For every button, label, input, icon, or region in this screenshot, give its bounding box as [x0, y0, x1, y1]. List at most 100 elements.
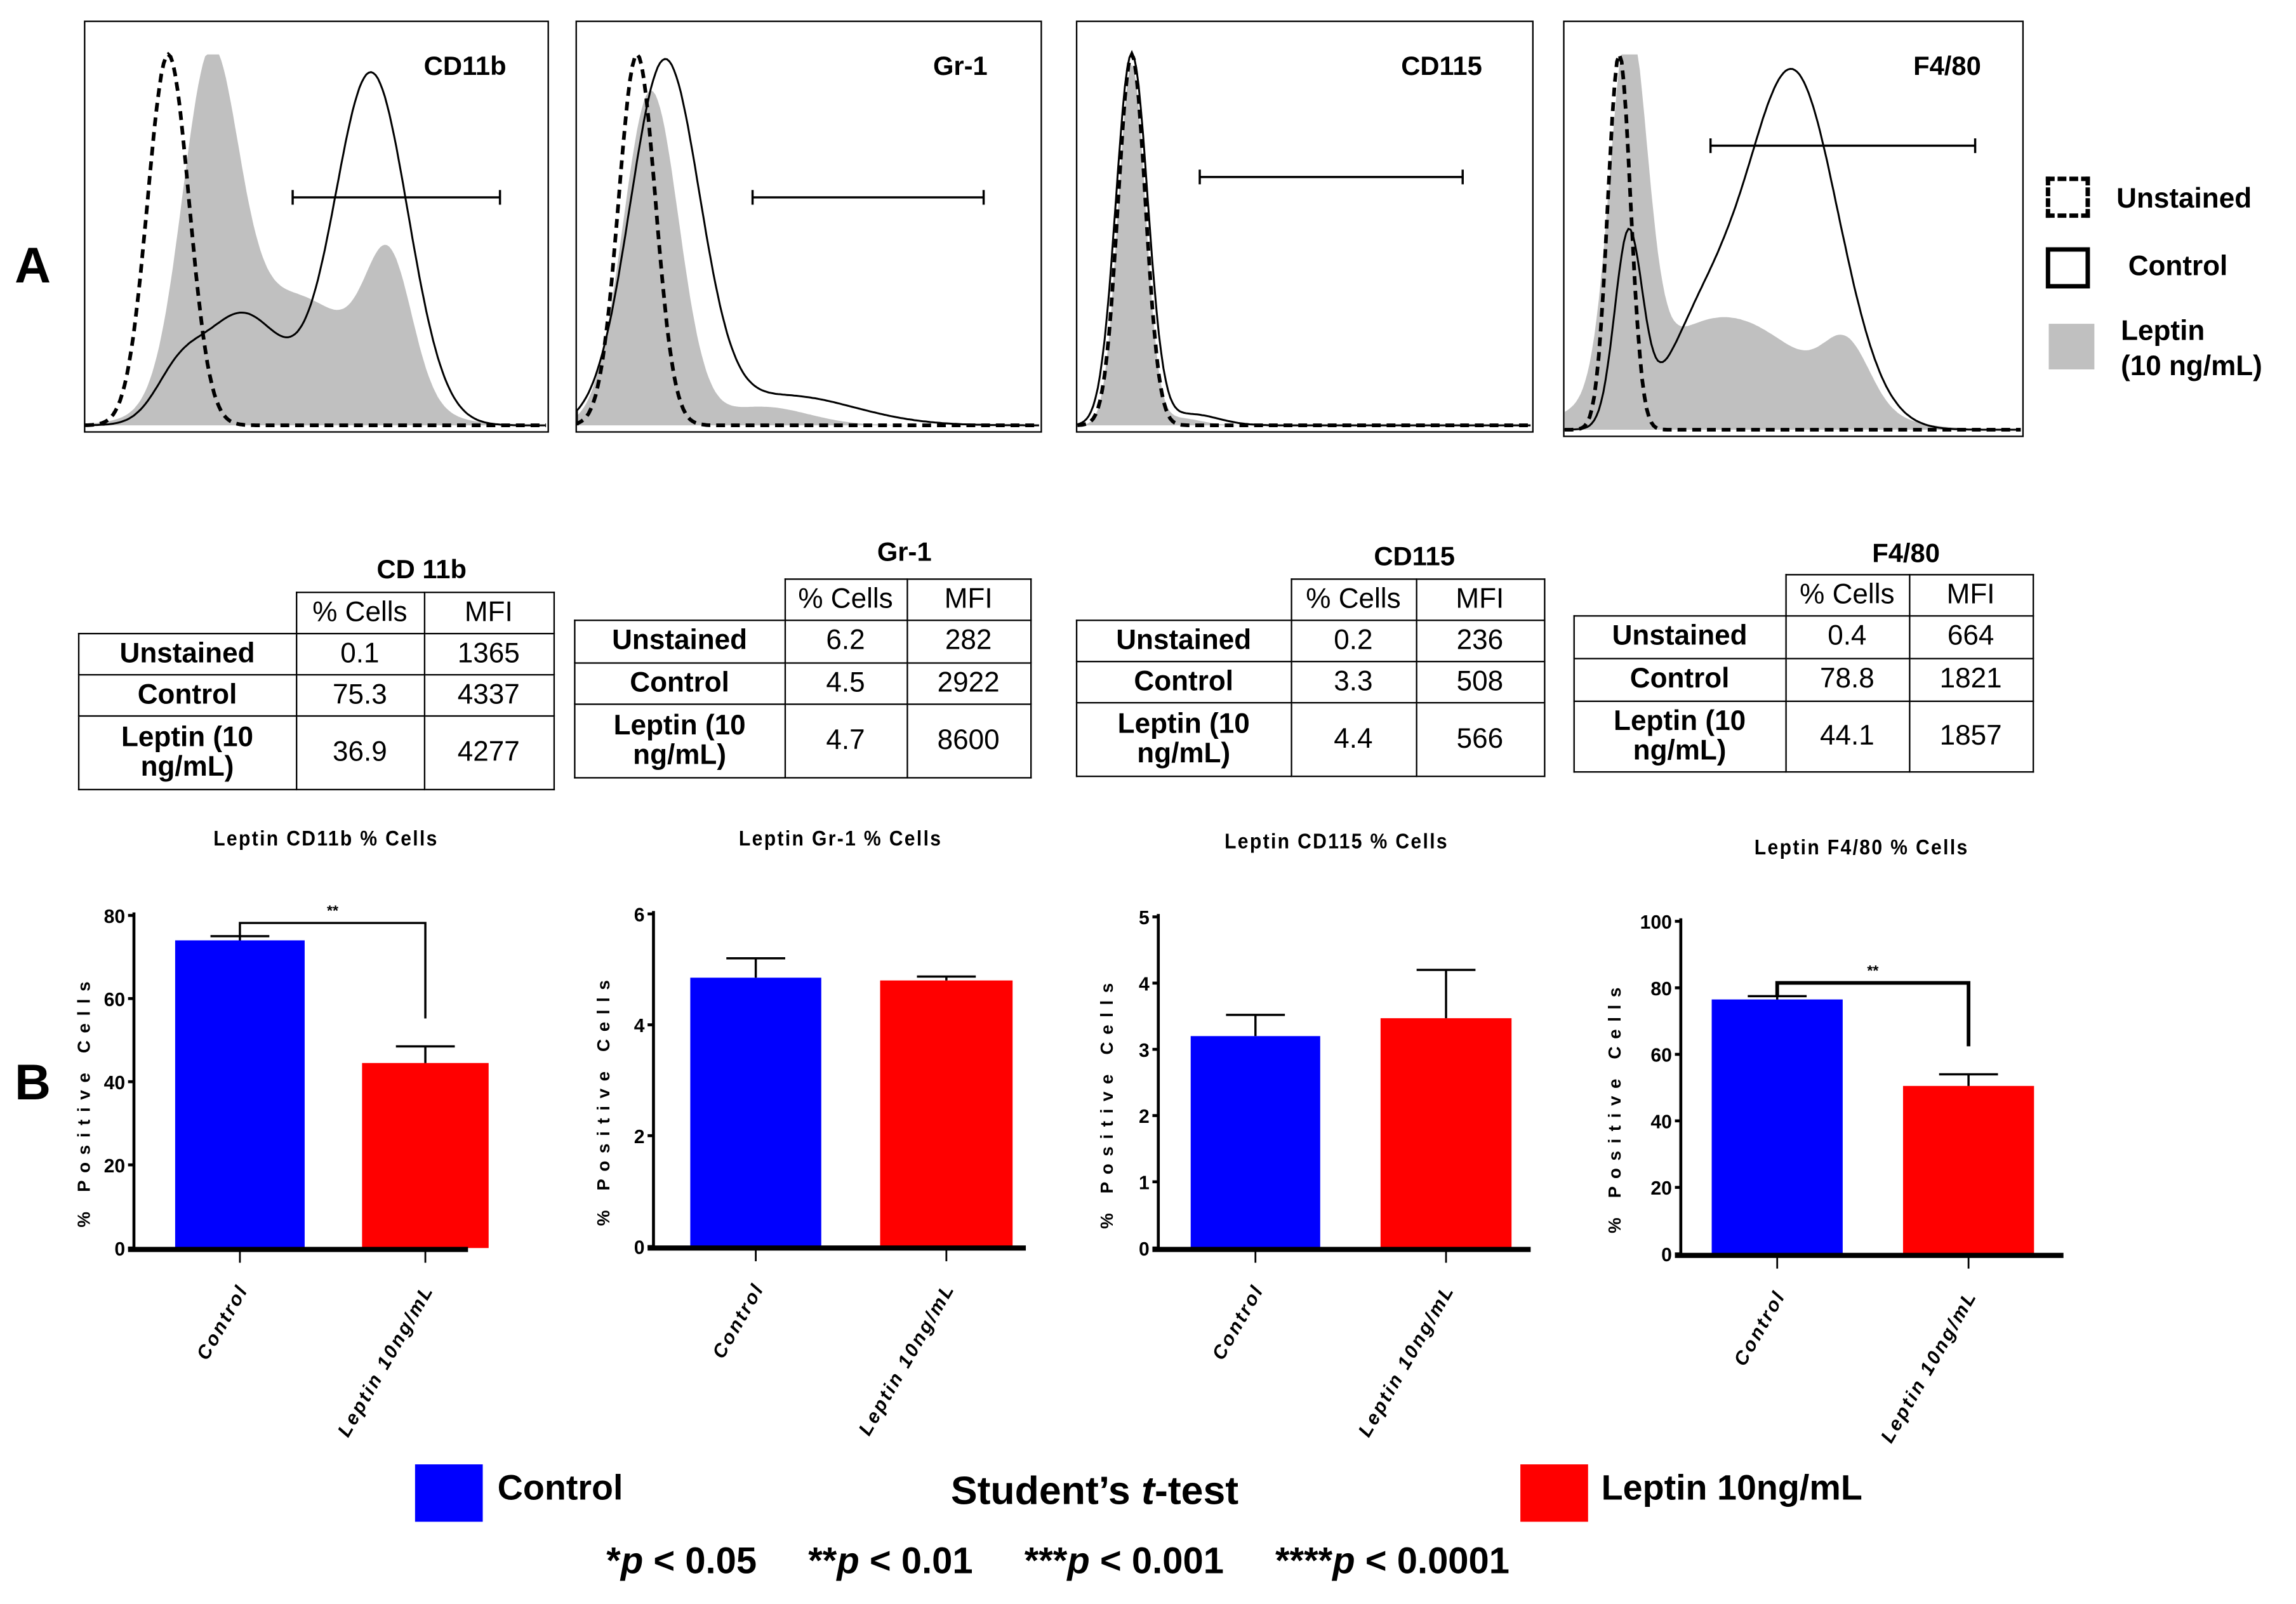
p-value-item: ****p < 0.0001: [1275, 1541, 1510, 1582]
y-tick-label: 0: [634, 1237, 645, 1258]
y-tick-label: 60: [1650, 1045, 1672, 1066]
mfi-cell: 8600: [906, 703, 1032, 779]
table-row: Leptin (10 ng/mL) 4.4 566: [1075, 701, 1545, 778]
bar-leptin: [1902, 1085, 2034, 1254]
legend-unstained: Unstained: [2116, 183, 2252, 215]
table-row: Leptin (10 ng/mL) 44.1 1857: [1573, 700, 2034, 773]
p-value-item: *p < 0.05: [606, 1541, 757, 1582]
p-value-legend: *p < 0.05 **p < 0.01 ***p < 0.001 ****p …: [606, 1541, 1510, 1584]
control-histogram-line: [84, 71, 547, 427]
significance-stars: **: [1867, 962, 1878, 979]
chart-title: Leptin Gr-1 % Cells: [738, 826, 943, 851]
bar-chart-3: Control Leptin 10ng/mL 0 20 40 60 80 100 **: [1640, 912, 2064, 1447]
row-label: Control: [574, 662, 785, 705]
legend-control: Control: [2128, 251, 2228, 283]
panel-label-a: A: [15, 238, 51, 295]
x-tick-label: Leptin 10ng/mL: [1355, 1281, 1459, 1440]
chart-title: Leptin CD115 % Cells: [1224, 828, 1449, 854]
unstained-histogram-line: [574, 51, 1039, 427]
leptin-histogram-fill: [85, 54, 547, 426]
error-bar: [1416, 969, 1476, 1019]
significance-bracket: [239, 922, 427, 1019]
error-bar: [395, 1045, 455, 1063]
mfi-cell: 1857: [1908, 700, 2034, 773]
mfi-cell: 236: [1415, 620, 1545, 663]
control-histogram-line: [576, 58, 1039, 427]
error-bar: [726, 957, 785, 978]
pct-cell: 36.9: [295, 715, 425, 791]
y-tick-label: 20: [1650, 1178, 1672, 1199]
y-tick-label: 0: [1139, 1239, 1150, 1260]
table-title: CD 11b: [376, 555, 467, 585]
y-tick-label: 80: [104, 906, 126, 927]
error-bar: [1226, 1014, 1285, 1037]
header-pct: % Cells: [1290, 578, 1417, 621]
unstained-swatch: [2045, 176, 2090, 218]
row-label: Control: [1075, 661, 1292, 704]
y-tick-label: 6: [634, 905, 645, 925]
y-tick-label: 2: [1139, 1106, 1150, 1127]
header-pct: % Cells: [1784, 574, 1910, 617]
header-mfi: MFI: [906, 578, 1032, 621]
y-tick-label: 4: [1139, 974, 1150, 995]
histogram-marker-label: CD11b: [423, 51, 507, 81]
pct-cell: 6.2: [783, 620, 908, 664]
pct-cell: 78.8: [1784, 658, 1910, 702]
bar-chart-0: Control Leptin 10ng/mL 0 20 40 60 80 **: [104, 902, 489, 1441]
chart-title: Leptin CD11b % Cells: [213, 826, 439, 851]
y-tick-label: 2: [634, 1127, 645, 1148]
header-pct: % Cells: [783, 578, 908, 621]
bar-chart-2: Control Leptin 10ng/mL 0 1 2 3 4 5: [1139, 908, 1531, 1441]
pct-cell: 75.3: [295, 673, 425, 717]
histogram-f480: F4/80: [1563, 20, 2024, 437]
pct-cell: 4.5: [783, 662, 908, 705]
x-tick-label: Control: [708, 1280, 768, 1362]
x-tick-label: Leptin 10ng/mL: [855, 1280, 959, 1439]
table-title: Gr-1: [877, 537, 932, 567]
bottom-legend-leptin: Leptin 10ng/mL: [1601, 1468, 1862, 1509]
row-label: Control: [77, 673, 297, 717]
control-color-swatch: [415, 1464, 483, 1522]
bar-control: [1190, 1036, 1320, 1249]
y-tick-label: 4: [634, 1016, 645, 1037]
row-label: Leptin (10 ng/mL): [1573, 700, 1786, 773]
bar-control: [690, 978, 821, 1247]
bar-leptin: [362, 1063, 489, 1249]
mfi-cell: 1365: [423, 632, 554, 676]
table-row: Control 75.3 4337: [77, 673, 554, 717]
bar-chart-1: Control Leptin 10ng/mL 0 2 4 6: [634, 905, 1026, 1439]
y-axis-label: % Positive Cells: [73, 974, 95, 1228]
test-t: t: [1141, 1468, 1155, 1513]
histogram-cd115: CD115: [1075, 20, 1534, 433]
test-prefix: Student’s: [950, 1468, 1142, 1513]
y-tick-label: 1: [1139, 1172, 1150, 1193]
pct-cell: 4.4: [1290, 701, 1417, 778]
mfi-cell: 566: [1415, 701, 1545, 778]
row-label: Leptin (10 ng/mL): [77, 715, 297, 791]
x-tick-label: Control: [193, 1281, 253, 1363]
histogram-gr1: Gr-1: [574, 20, 1042, 433]
leptin-histogram-fill: [1077, 64, 1531, 426]
table-row: Unstained 0.4 664: [1573, 615, 2034, 659]
mfi-cell: 664: [1908, 615, 2034, 659]
gate-marker: [1198, 169, 1464, 185]
unstained-histogram-line: [83, 51, 547, 427]
pct-cell: 0.1: [295, 632, 425, 676]
table-title: CD115: [1374, 541, 1455, 571]
pct-cell: 3.3: [1290, 661, 1417, 704]
error-bar: [1939, 1073, 1998, 1086]
x-tick-label: Leptin 10ng/mL: [334, 1281, 438, 1440]
p-value-item: **p < 0.01: [808, 1541, 973, 1582]
bar-leptin: [1380, 1018, 1512, 1249]
header-mfi: MFI: [1415, 578, 1545, 621]
mfi-cell: 1821: [1908, 658, 2034, 702]
header-mfi: MFI: [1908, 574, 2034, 617]
mfi-cell: 2922: [906, 662, 1032, 705]
row-label: Leptin (10 ng/mL): [574, 703, 785, 779]
panel-label-b: B: [15, 1055, 51, 1111]
table-row: Unstained 0.1 1365: [77, 632, 554, 676]
table-row: Control 4.5 2922: [574, 662, 1032, 705]
histogram-marker-label: CD115: [1401, 51, 1482, 81]
mfi-cell: 4277: [423, 715, 554, 791]
